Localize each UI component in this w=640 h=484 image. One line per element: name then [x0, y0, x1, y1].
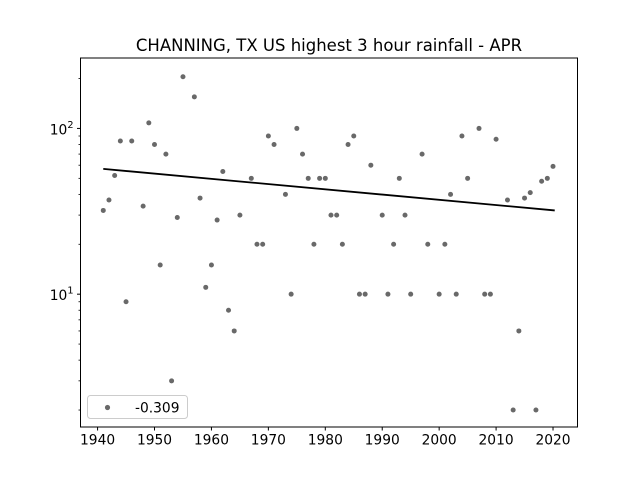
- y-axis: 101 102: [50, 78, 81, 411]
- data-point: [140, 203, 146, 209]
- y-tick-label: 101: [50, 286, 74, 305]
- data-point: [300, 151, 306, 157]
- data-point: [459, 133, 465, 139]
- x-tick-label: 1940: [80, 433, 115, 449]
- data-point: [322, 175, 328, 181]
- data-point: [436, 291, 442, 297]
- data-point: [362, 291, 368, 297]
- data-point: [305, 175, 311, 181]
- data-point: [203, 284, 209, 290]
- data-point: [522, 195, 528, 201]
- data-point: [391, 241, 397, 247]
- data-point: [100, 207, 106, 213]
- scatter-points: [100, 74, 556, 413]
- data-point: [254, 241, 260, 247]
- x-tick-label: 2000: [422, 433, 457, 449]
- x-tick-label: 1950: [137, 433, 172, 449]
- data-point: [282, 191, 288, 197]
- data-point: [448, 191, 454, 197]
- data-point: [345, 141, 351, 147]
- data-point: [425, 241, 431, 247]
- data-point: [334, 212, 340, 218]
- data-point: [544, 175, 550, 181]
- data-point: [157, 262, 163, 268]
- trend-line: [103, 167, 555, 212]
- data-point: [328, 212, 334, 218]
- x-tick-label: 1980: [308, 433, 343, 449]
- data-point: [248, 175, 254, 181]
- data-point: [408, 291, 414, 297]
- x-tick-label: 1960: [194, 433, 229, 449]
- data-point: [169, 378, 175, 384]
- data-point: [385, 291, 391, 297]
- data-point: [271, 141, 277, 147]
- data-point: [504, 197, 510, 203]
- data-point: [231, 328, 237, 334]
- data-point: [402, 212, 408, 218]
- chart-title: CHANNING, TX US highest 3 hour rainfall …: [136, 36, 522, 55]
- plot-area: 1940 1950 1960 1970 1980 1990 2000 2010 20201011…: [50, 57, 578, 449]
- data-point: [180, 74, 186, 80]
- data-point: [419, 151, 425, 157]
- data-point: [493, 136, 499, 142]
- data-point: [191, 94, 197, 100]
- data-point: [527, 190, 533, 196]
- x-tick-label: 2010: [479, 433, 514, 449]
- plot-border: [80, 57, 578, 428]
- data-point: [356, 291, 362, 297]
- data-point: [260, 241, 266, 247]
- y-tick-label: 102: [50, 120, 74, 139]
- data-point: [226, 307, 232, 313]
- legend-label: -0.309: [135, 401, 179, 417]
- data-point: [516, 328, 522, 334]
- data-point: [476, 125, 482, 131]
- data-point: [482, 291, 488, 297]
- data-point: [487, 291, 493, 297]
- data-point: [294, 125, 300, 131]
- data-point: [123, 299, 129, 305]
- legend: -0.309: [87, 395, 188, 419]
- data-point: [311, 241, 317, 247]
- data-point: [129, 138, 135, 144]
- legend-box: [87, 395, 188, 419]
- data-point: [106, 197, 112, 203]
- data-point: [197, 195, 203, 201]
- x-tick-label: 1990: [365, 433, 400, 449]
- data-point: [368, 162, 374, 168]
- data-point: [379, 212, 385, 218]
- x-tick-label: 1970: [251, 433, 286, 449]
- data-point: [539, 178, 545, 184]
- data-point: [220, 168, 226, 174]
- data-point: [152, 141, 158, 147]
- data-point: [453, 291, 459, 297]
- x-tick-label: 2020: [535, 433, 570, 449]
- data-point: [112, 172, 118, 178]
- x-axis: 1940 1950 1960 1970 1980 1990 2000 2010 2020: [80, 427, 571, 449]
- data-point: [317, 175, 323, 181]
- data-point: [146, 120, 152, 126]
- data-point: [465, 175, 471, 181]
- data-point: [208, 262, 214, 268]
- data-point: [288, 291, 294, 297]
- data-point: [533, 407, 539, 413]
- data-point: [237, 212, 243, 218]
- legend-marker-dot-icon: [104, 404, 111, 411]
- data-point: [442, 241, 448, 247]
- data-point: [510, 407, 516, 413]
- data-point: [351, 133, 357, 139]
- data-point: [396, 175, 402, 181]
- data-point: [339, 241, 345, 247]
- data-point: [174, 215, 180, 221]
- data-point: [265, 133, 271, 139]
- data-point: [550, 163, 556, 169]
- data-point: [117, 138, 123, 144]
- data-point: [163, 151, 169, 157]
- data-point: [214, 217, 220, 223]
